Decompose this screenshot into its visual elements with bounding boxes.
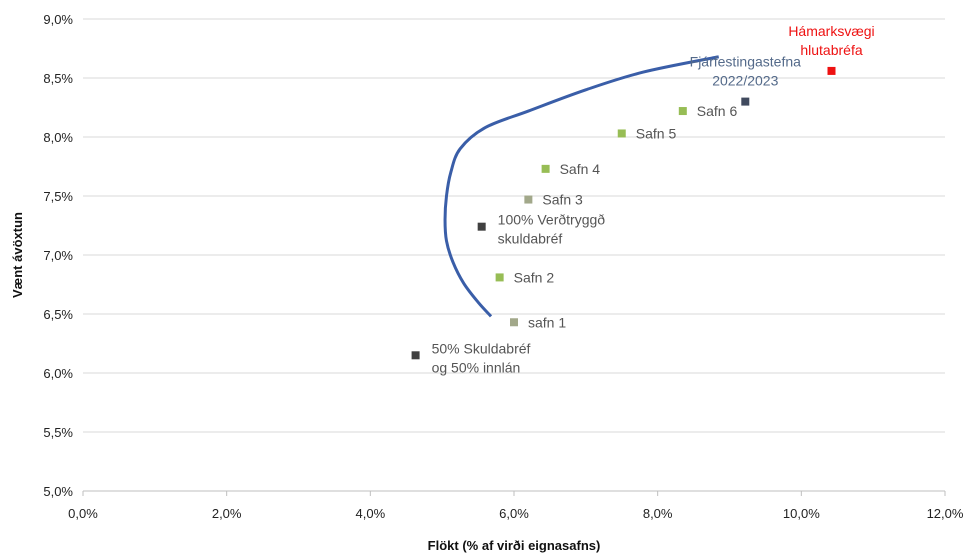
point-label: 50% Skuldabréf og 50% innlán — [432, 340, 531, 375]
y-tick-label: 5,5% — [43, 425, 73, 440]
x-tick-label: 12,0% — [927, 506, 964, 521]
point-label-line: Safn 2 — [514, 269, 555, 285]
x-tick-label: 6,0% — [499, 506, 529, 521]
point-label: safn 1 — [528, 314, 566, 330]
data-point — [617, 129, 626, 138]
point-label: Safn 3 — [542, 192, 583, 208]
point-label: Fjárfestingastefna 2022/2023 — [690, 54, 801, 89]
x-tick-label: 2,0% — [212, 506, 242, 521]
data-point — [477, 222, 486, 231]
data-point — [541, 164, 550, 173]
y-tick-label: 8,0% — [43, 130, 73, 145]
efficient-frontier — [443, 55, 720, 318]
frontier-line — [443, 55, 720, 318]
point-label-line: safn 1 — [528, 314, 566, 330]
x-axis-title: Flökt (% af virði eignasafns) — [428, 538, 601, 553]
point-label-line: Safn 6 — [697, 103, 738, 119]
y-tick-label: 6,5% — [43, 307, 73, 322]
point-label-line: og 50% innlán — [432, 359, 521, 375]
data-point — [411, 351, 420, 360]
point-label: Safn 4 — [560, 161, 601, 177]
x-tick-label: 8,0% — [643, 506, 673, 521]
y-axis-title: Vænt ávöxtun — [10, 212, 25, 298]
point-label-line: Safn 5 — [636, 125, 677, 141]
point-label: Safn 5 — [636, 125, 677, 141]
data-point — [827, 66, 836, 75]
y-tick-label: 5,0% — [43, 484, 73, 499]
point-label-line: Fjárfestingastefna — [690, 54, 801, 70]
x-tick-label: 0,0% — [68, 506, 98, 521]
data-point — [510, 318, 518, 327]
point-label: 100% Verðtryggð skuldabréf — [498, 212, 606, 247]
point-label-line: hlutabréfa — [800, 42, 862, 58]
gridlines — [83, 18, 945, 492]
point-label-line: Safn 3 — [542, 192, 583, 208]
point-label: Safn 2 — [514, 269, 555, 285]
point-label-line: 2022/2023 — [712, 73, 778, 89]
axes: 5,0% 5,5% 6,0% 6,5% 7,0% 7,5% 8,0% 8,5% 9,0% 0,0%… — [43, 12, 964, 521]
point-label-line: skuldabréf — [498, 231, 563, 247]
y-tick-label: 9,0% — [43, 12, 73, 27]
point-label-line: Safn 4 — [560, 161, 601, 177]
x-tick-label: 4,0% — [356, 506, 386, 521]
point-label-line: Hámarksvægi — [788, 23, 874, 39]
point-label: Safn 6 — [697, 103, 738, 119]
y-tick-label: 6,0% — [43, 366, 73, 381]
y-tick-label: 8,5% — [43, 71, 73, 86]
y-tick-label: 7,0% — [43, 248, 73, 263]
data-point — [741, 97, 750, 106]
point-label: Hámarksvægi hlutabréfa — [788, 23, 874, 58]
point-label-line: 100% Verðtryggð — [498, 212, 606, 228]
point-labels: safn 1 Safn 2 Safn 3 Safn 4 Safn 5 Safn 6 100%… — [432, 23, 875, 375]
data-point — [524, 195, 533, 204]
point-label-line: 50% Skuldabréf — [432, 340, 531, 356]
x-tick-label: 10,0% — [783, 506, 820, 521]
data-point — [678, 107, 687, 116]
data-points — [411, 66, 836, 360]
y-tick-label: 7,5% — [43, 189, 73, 204]
data-point — [495, 273, 504, 282]
